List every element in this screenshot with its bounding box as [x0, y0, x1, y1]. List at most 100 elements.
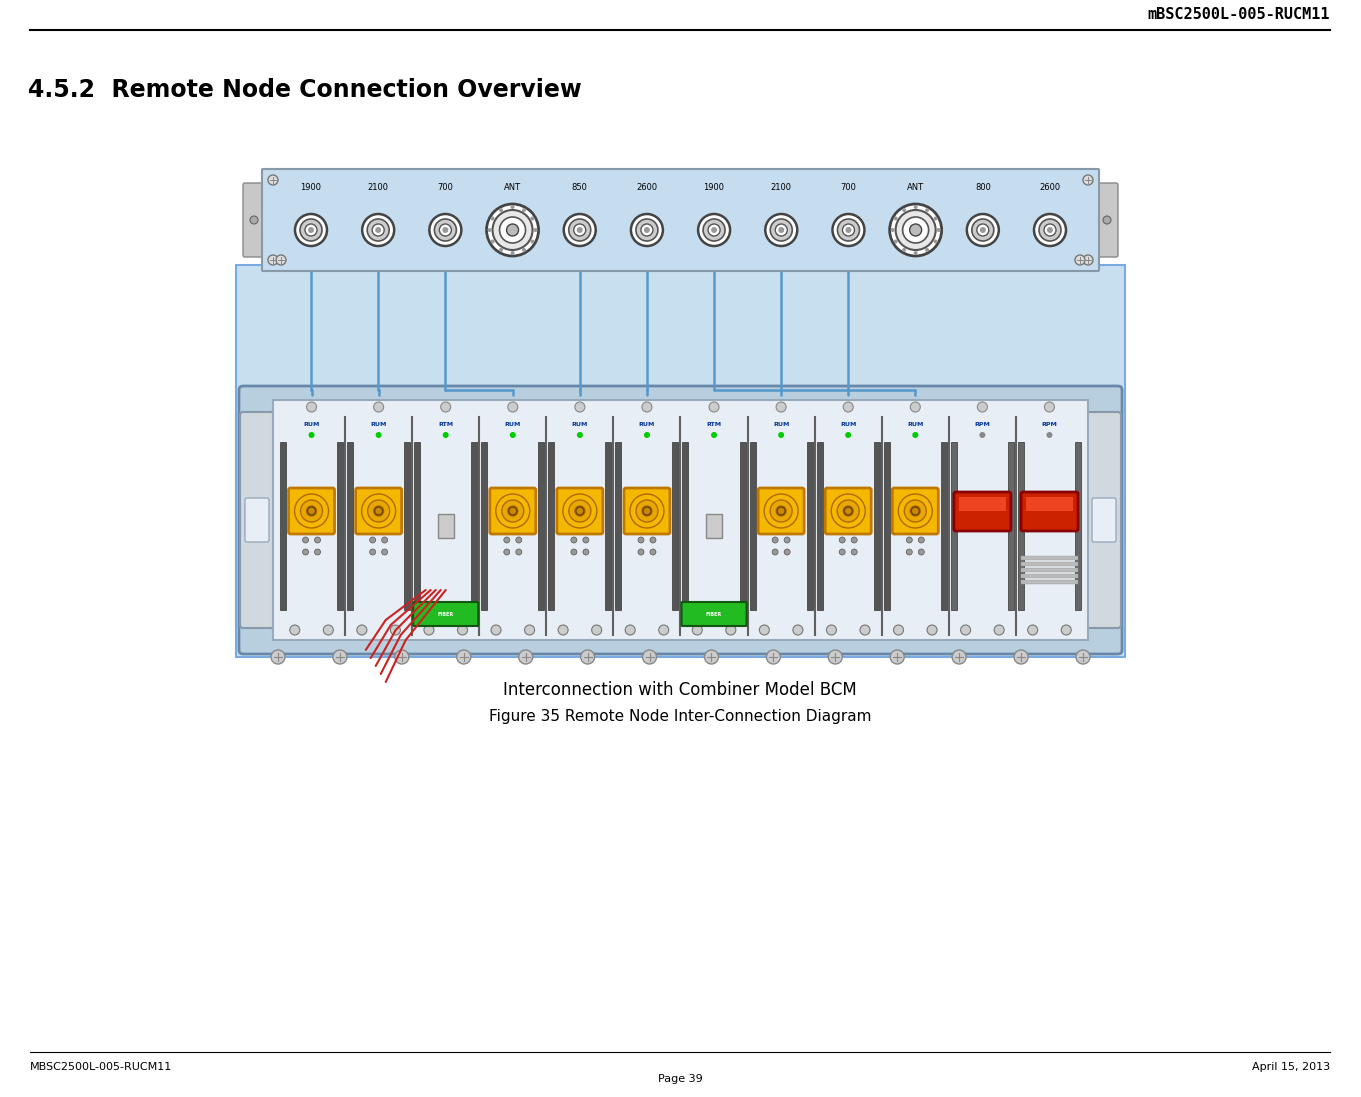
Text: 850: 850 [572, 183, 588, 192]
Text: 700: 700 [437, 183, 453, 192]
Circle shape [693, 625, 702, 635]
Circle shape [832, 494, 866, 528]
Circle shape [778, 227, 784, 233]
FancyBboxPatch shape [240, 386, 1121, 654]
Circle shape [710, 432, 717, 438]
Circle shape [487, 228, 491, 231]
Circle shape [531, 239, 535, 244]
Circle shape [271, 651, 284, 664]
Circle shape [641, 224, 653, 236]
Circle shape [490, 239, 494, 244]
Circle shape [710, 227, 717, 233]
Circle shape [1062, 625, 1071, 635]
Circle shape [953, 651, 966, 664]
Bar [883, 442, 890, 610]
Circle shape [569, 219, 591, 241]
Circle shape [395, 651, 408, 664]
Text: 2100: 2100 [367, 183, 389, 192]
Circle shape [844, 402, 853, 412]
Circle shape [709, 402, 719, 412]
Circle shape [499, 208, 504, 212]
Text: Interconnection with Combiner Model BCM: Interconnection with Combiner Model BCM [504, 681, 857, 699]
Bar [750, 442, 755, 610]
Circle shape [490, 216, 494, 220]
Circle shape [324, 625, 333, 635]
Circle shape [523, 248, 527, 252]
Circle shape [524, 625, 535, 635]
Circle shape [927, 625, 938, 635]
Text: 1900: 1900 [301, 183, 321, 192]
Text: RUM: RUM [505, 422, 521, 428]
FancyBboxPatch shape [244, 183, 265, 257]
Text: RTM: RTM [438, 422, 453, 428]
Circle shape [980, 227, 985, 233]
Bar [1021, 574, 1078, 578]
Circle shape [911, 506, 920, 516]
Circle shape [936, 228, 940, 231]
Bar [874, 442, 879, 610]
Bar [940, 442, 947, 610]
Circle shape [510, 205, 514, 210]
Circle shape [777, 507, 785, 514]
Circle shape [583, 538, 589, 543]
Circle shape [374, 506, 384, 516]
Circle shape [638, 548, 644, 555]
Circle shape [314, 538, 321, 543]
Text: Page 39: Page 39 [657, 1074, 702, 1084]
Bar [414, 442, 421, 610]
Circle shape [290, 625, 299, 635]
Circle shape [776, 402, 787, 412]
Circle shape [642, 507, 651, 514]
Circle shape [309, 432, 314, 438]
Circle shape [491, 625, 501, 635]
Circle shape [772, 538, 778, 543]
Circle shape [1044, 402, 1055, 412]
Text: FIBER: FIBER [706, 611, 723, 617]
Circle shape [766, 651, 780, 664]
Text: RUM: RUM [773, 422, 789, 428]
Circle shape [902, 217, 928, 244]
Circle shape [934, 239, 938, 244]
Circle shape [294, 494, 328, 528]
Circle shape [504, 548, 510, 555]
Circle shape [441, 402, 450, 412]
Circle shape [636, 500, 657, 522]
FancyBboxPatch shape [825, 488, 871, 534]
Circle shape [305, 224, 317, 236]
Circle shape [925, 208, 930, 212]
Circle shape [845, 227, 852, 233]
Circle shape [1075, 255, 1085, 265]
Circle shape [1083, 255, 1093, 265]
Circle shape [772, 548, 778, 555]
Circle shape [845, 432, 851, 438]
Circle shape [705, 651, 719, 664]
Text: RUM: RUM [304, 422, 320, 428]
Circle shape [912, 507, 919, 514]
Circle shape [1102, 216, 1111, 224]
Circle shape [583, 548, 589, 555]
Circle shape [1047, 227, 1053, 233]
Circle shape [708, 224, 720, 236]
Circle shape [558, 625, 568, 635]
Text: 700: 700 [841, 183, 856, 192]
Circle shape [508, 506, 517, 516]
Circle shape [1083, 176, 1093, 185]
Circle shape [725, 625, 736, 635]
FancyBboxPatch shape [1087, 412, 1121, 627]
Circle shape [370, 548, 376, 555]
Circle shape [844, 507, 852, 514]
Circle shape [502, 500, 524, 522]
Circle shape [391, 625, 400, 635]
Circle shape [519, 651, 532, 664]
Bar [1009, 442, 1014, 610]
Circle shape [764, 494, 798, 528]
Circle shape [299, 219, 323, 241]
Circle shape [851, 548, 857, 555]
Bar [539, 442, 544, 610]
Circle shape [837, 219, 859, 241]
Circle shape [829, 651, 842, 664]
Bar [1018, 442, 1023, 610]
Bar [615, 442, 622, 610]
Bar [706, 514, 723, 538]
Circle shape [374, 507, 382, 514]
